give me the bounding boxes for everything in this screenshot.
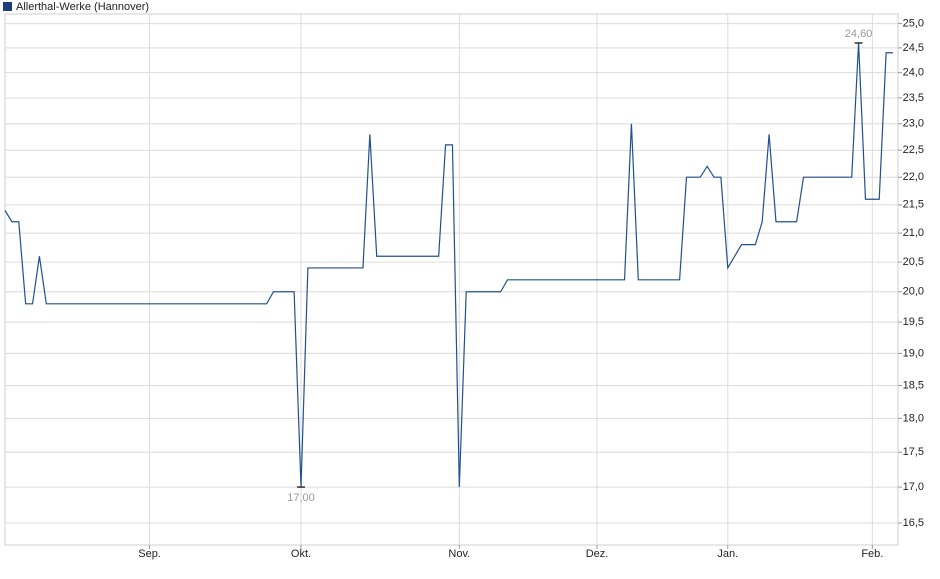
data-label: 17,00: [287, 492, 315, 504]
y-tick-label: 22,0: [903, 171, 924, 183]
y-tick-label: 18,5: [903, 379, 924, 391]
x-tick-label: Okt.: [291, 548, 311, 560]
y-tick-label: 19,5: [903, 316, 924, 328]
y-tick-label: 21,5: [903, 199, 924, 211]
x-tick-label: Sep.: [138, 548, 161, 560]
x-tick-label: Dez.: [586, 548, 609, 560]
legend-label: Allerthal-Werke (Hannover): [16, 1, 149, 13]
y-tick-label: 21,0: [903, 227, 924, 239]
price-line: [4, 42, 893, 488]
y-tick-label: 23,0: [903, 118, 924, 130]
y-tick-label: 16,5: [903, 517, 924, 529]
y-tick-label: 23,5: [903, 92, 924, 104]
x-tick-label: Nov.: [448, 548, 470, 560]
y-tick-label: 25,0: [903, 17, 924, 29]
y-tick-label: 17,5: [903, 446, 924, 458]
x-tick-label: Jan.: [717, 548, 738, 560]
y-tick-label: 17,0: [903, 481, 924, 493]
y-tick-label: 22,5: [903, 144, 924, 156]
plot-frame: [4, 13, 899, 546]
y-tick-label: 24,0: [903, 67, 924, 79]
x-tick-label: Feb.: [861, 548, 883, 560]
y-tick-label: 18,0: [903, 412, 924, 424]
y-tick-label: 19,0: [903, 347, 924, 359]
y-tick-label: 20,0: [903, 286, 924, 298]
y-tick-label: 24,5: [903, 42, 924, 54]
y-tick-label: 20,5: [903, 256, 924, 268]
legend-swatch: [3, 2, 12, 11]
data-label: 24,60: [845, 28, 873, 40]
